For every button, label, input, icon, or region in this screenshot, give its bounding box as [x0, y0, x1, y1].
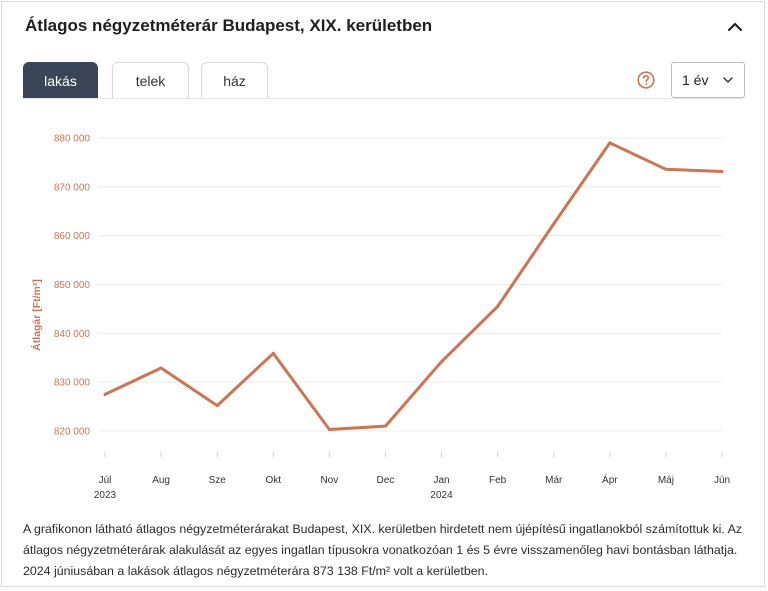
y-tick-label: 830 000: [54, 378, 91, 389]
chart-description: A grafikonon látható átlagos négyzetméte…: [23, 522, 743, 578]
y-tick-label: 870 000: [54, 182, 91, 193]
x-axis-ticks: Júl 2023 Aug Sze Okt Nov Dec Jan 2024 Feb Már Ápr Má…: [94, 452, 730, 501]
x-year-label: 2023: [94, 490, 117, 501]
x-tick-label: Júl: [99, 475, 112, 486]
x-tick-label: Jún: [714, 475, 730, 486]
x-tick-label: Máj: [658, 475, 674, 486]
y-tick-label: 860 000: [54, 231, 91, 242]
y-tick-label: 820 000: [54, 427, 91, 438]
data-point: [608, 141, 612, 145]
grid-lines: [98, 137, 722, 432]
x-tick-label: Jan: [433, 475, 449, 486]
tab-telek[interactable]: telek: [112, 62, 189, 98]
data-point: [103, 392, 107, 396]
x-tick-label: Sze: [209, 475, 227, 486]
x-year-label: 2024: [430, 490, 453, 501]
x-tick-label: Dec: [377, 475, 395, 486]
tab-lakas[interactable]: lakás: [23, 62, 98, 98]
series-line: [103, 141, 724, 431]
data-point: [664, 167, 668, 171]
data-point: [552, 222, 556, 226]
x-tick-label: Feb: [489, 475, 507, 486]
y-axis-label: Átlagár [Ft/m²]: [30, 279, 43, 351]
data-series: [103, 141, 724, 432]
period-select-value: 1 év: [682, 72, 709, 88]
line-chart: 820 000 830 000 840 000 850 000 860 000 870 0…: [30, 134, 730, 502]
x-tick-label: Már: [545, 475, 563, 486]
x-tick-label: Nov: [320, 475, 338, 486]
data-point: [271, 351, 275, 355]
y-tick-label: 880 000: [54, 134, 91, 145]
data-point: [496, 304, 500, 308]
data-point: [159, 366, 163, 370]
help-circle-icon[interactable]: [637, 71, 655, 89]
data-point: [720, 170, 724, 174]
period-select[interactable]: 1 év: [671, 62, 745, 98]
x-tick-label: Ápr: [602, 473, 618, 486]
y-tick-label: 840 000: [54, 329, 91, 340]
data-point: [215, 404, 219, 408]
x-tick-label: Okt: [265, 475, 281, 486]
data-point: [383, 424, 387, 428]
data-point: [440, 360, 444, 364]
card-title: Átlagos négyzetméterár Budapest, XIX. ke…: [25, 16, 433, 35]
data-point: [327, 428, 331, 432]
tab-haz[interactable]: ház: [201, 62, 268, 98]
y-tick-label: 850 000: [54, 280, 91, 291]
y-axis-ticks: 820 000 830 000 840 000 850 000 860 000 870 0…: [54, 134, 91, 438]
tabs-divider: [23, 98, 743, 99]
x-tick-label: Aug: [152, 475, 170, 486]
chevron-up-icon[interactable]: [722, 14, 748, 40]
chevron-down-icon: [723, 77, 733, 83]
